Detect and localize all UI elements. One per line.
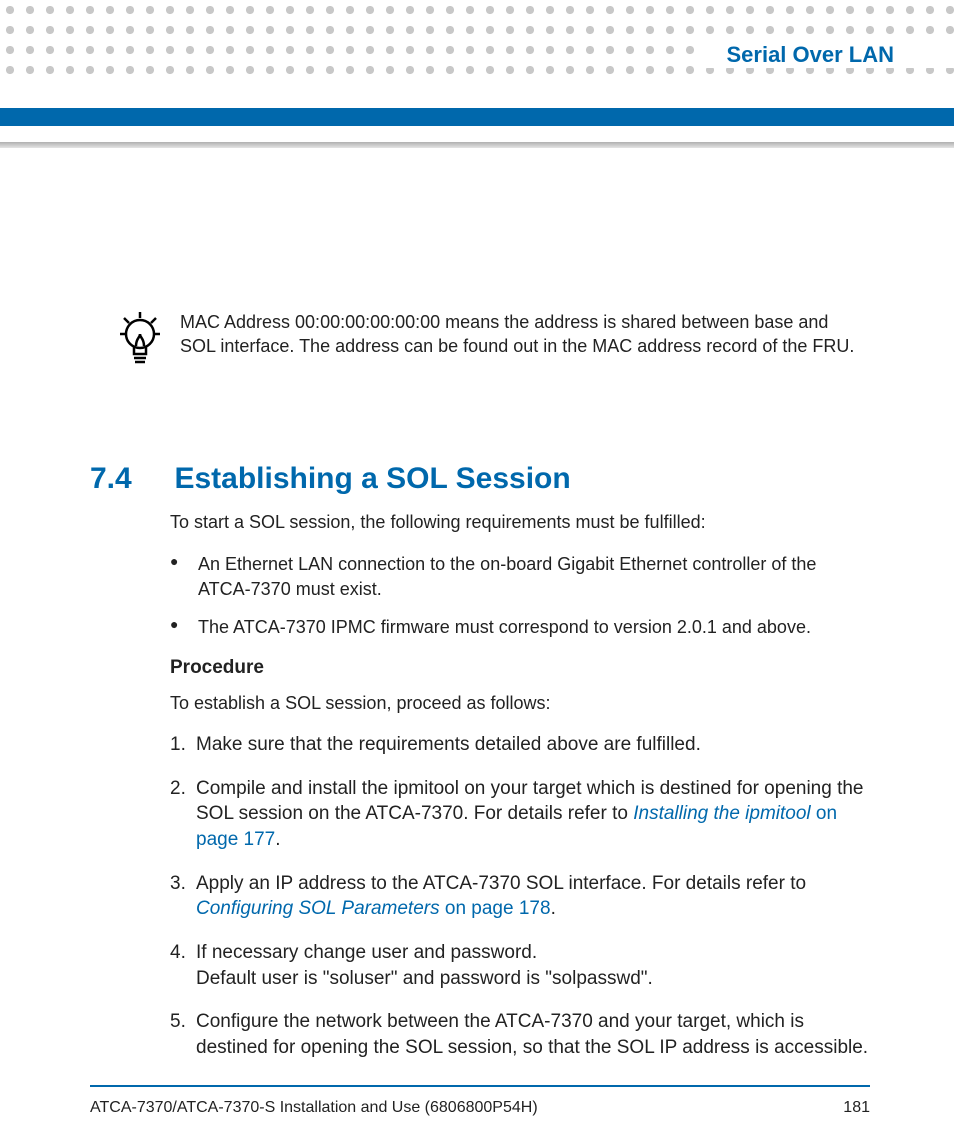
requirements-list: An Ethernet LAN connection to the on-boa… [170,552,870,639]
procedure-intro: To establish a SOL session, proceed as f… [170,693,870,714]
step-item: If necessary change user and password. D… [170,940,870,991]
chapter-title: Serial Over LAN [714,42,894,68]
header-blue-bar [0,108,954,126]
list-item: The ATCA-7370 IPMC firmware must corresp… [170,615,870,639]
step-item: Make sure that the requirements detailed… [170,732,870,758]
section-number: 7.4 [90,462,170,496]
section-title: Establishing a SOL Session [174,462,570,496]
list-item: An Ethernet LAN connection to the on-boa… [170,552,870,601]
header-gray-line [0,142,954,148]
tip-block: MAC Address 00:00:00:00:00:00 means the … [118,310,858,370]
procedure-heading: Procedure [170,657,870,679]
section-intro: To start a SOL session, the following re… [170,510,870,534]
footer-page-number: 181 [843,1099,870,1117]
step-item: Apply an IP address to the ATCA-7370 SOL… [170,871,870,922]
procedure-steps: Make sure that the requirements detailed… [170,732,870,1060]
step-text: . [551,898,556,919]
lightbulb-icon [118,310,162,370]
tip-text: MAC Address 00:00:00:00:00:00 means the … [180,310,858,359]
step-text: . [275,829,280,850]
step-item: Configure the network between the ATCA-7… [170,1009,870,1060]
cross-reference-page[interactable]: on page 178 [440,898,551,919]
step-item: Compile and install the ipmitool on your… [170,776,870,853]
cross-reference-link[interactable]: Configuring SOL Parameters [196,898,440,919]
section-7-4: 7.4 Establishing a SOL Session To start … [90,462,870,1079]
cross-reference-link[interactable]: Installing the ipmitool [633,803,810,824]
footer-doc-title: ATCA-7370/ATCA-7370-S Installation and U… [90,1099,538,1117]
footer-divider [90,1085,870,1087]
step-text: Apply an IP address to the ATCA-7370 SOL… [196,873,806,894]
